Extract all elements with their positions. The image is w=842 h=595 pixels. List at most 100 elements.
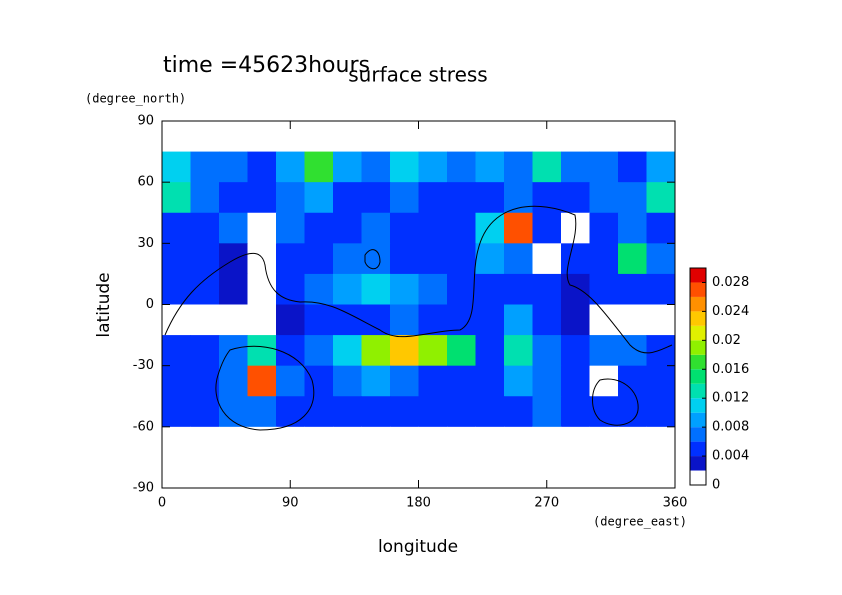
cell (504, 121, 533, 153)
cell (418, 426, 448, 458)
cell (333, 457, 362, 489)
cell (333, 243, 362, 275)
y-tick-label: 60 (137, 175, 154, 190)
cell (190, 457, 220, 489)
cell (561, 121, 590, 153)
colorbar-tick-label: 0.02 (712, 333, 741, 348)
cell (162, 335, 191, 367)
colorbar-tick-label: 0 (712, 478, 720, 493)
colorbar-tick-label: 0.012 (712, 391, 749, 406)
coastline (364, 249, 381, 270)
cell (247, 365, 277, 397)
cell (532, 365, 562, 397)
cell (475, 426, 505, 458)
cell (561, 151, 590, 183)
cell (162, 457, 191, 489)
cell (276, 396, 305, 428)
colorbar-segment (690, 354, 706, 370)
cell (162, 212, 191, 244)
cell (361, 182, 391, 214)
colorbar-segment (690, 427, 706, 442)
cell (333, 151, 362, 183)
cell (475, 212, 505, 244)
colorbar-segment (690, 412, 706, 428)
cell (475, 151, 505, 183)
cell (361, 396, 391, 428)
cell (504, 457, 533, 489)
cell (475, 335, 505, 367)
y-tick-label: 30 (137, 236, 154, 251)
cell (447, 426, 476, 458)
cell (162, 426, 191, 458)
cell (390, 335, 419, 367)
cell (504, 212, 533, 244)
cell (447, 182, 476, 214)
cell (418, 212, 448, 244)
cell (504, 396, 533, 428)
x-tick-label: 180 (406, 496, 431, 511)
cell (333, 182, 362, 214)
x-tick-label: 360 (663, 496, 688, 511)
cell (618, 365, 647, 397)
cell (646, 243, 676, 275)
cell (418, 335, 448, 367)
cell (418, 365, 448, 397)
cell (333, 304, 362, 336)
coastline (592, 378, 639, 426)
cell (561, 457, 590, 489)
cell (532, 273, 562, 305)
cell (390, 182, 419, 214)
cell (219, 273, 248, 305)
cell (190, 212, 220, 244)
cell (276, 182, 305, 214)
cell (247, 182, 277, 214)
colorbar-tick-label: 0.008 (712, 420, 749, 435)
cell (589, 182, 619, 214)
cell (390, 365, 419, 397)
cell (418, 182, 448, 214)
cell (589, 457, 619, 489)
x-tick-label: 90 (282, 496, 299, 511)
cell (561, 426, 590, 458)
cell (276, 212, 305, 244)
cell (304, 151, 334, 183)
cell (618, 426, 647, 458)
cell (561, 243, 590, 275)
cell (162, 182, 191, 214)
cell (276, 151, 305, 183)
cell (646, 212, 676, 244)
cell (532, 304, 562, 336)
cell (304, 121, 334, 153)
cell (190, 151, 220, 183)
cell (247, 243, 277, 275)
cell (618, 304, 647, 336)
cell (618, 243, 647, 275)
cell (304, 396, 334, 428)
cell (390, 457, 419, 489)
cell (361, 243, 391, 275)
cell (418, 151, 448, 183)
cell (361, 457, 391, 489)
cell (304, 243, 334, 275)
colorbar-tick-label: 0.016 (712, 362, 749, 377)
cell (561, 365, 590, 397)
cell (190, 182, 220, 214)
cell (447, 212, 476, 244)
cell (361, 273, 391, 305)
cell (646, 426, 676, 458)
cell (190, 304, 220, 336)
cell (589, 151, 619, 183)
cell (475, 365, 505, 397)
cell (589, 121, 619, 153)
cell (475, 121, 505, 153)
cell (219, 243, 248, 275)
cell (276, 426, 305, 458)
cell (190, 396, 220, 428)
cell (646, 396, 676, 428)
coastlines (164, 205, 673, 431)
cell (646, 121, 676, 153)
cell (247, 457, 277, 489)
cell (447, 335, 476, 367)
cell (361, 151, 391, 183)
cell (447, 457, 476, 489)
